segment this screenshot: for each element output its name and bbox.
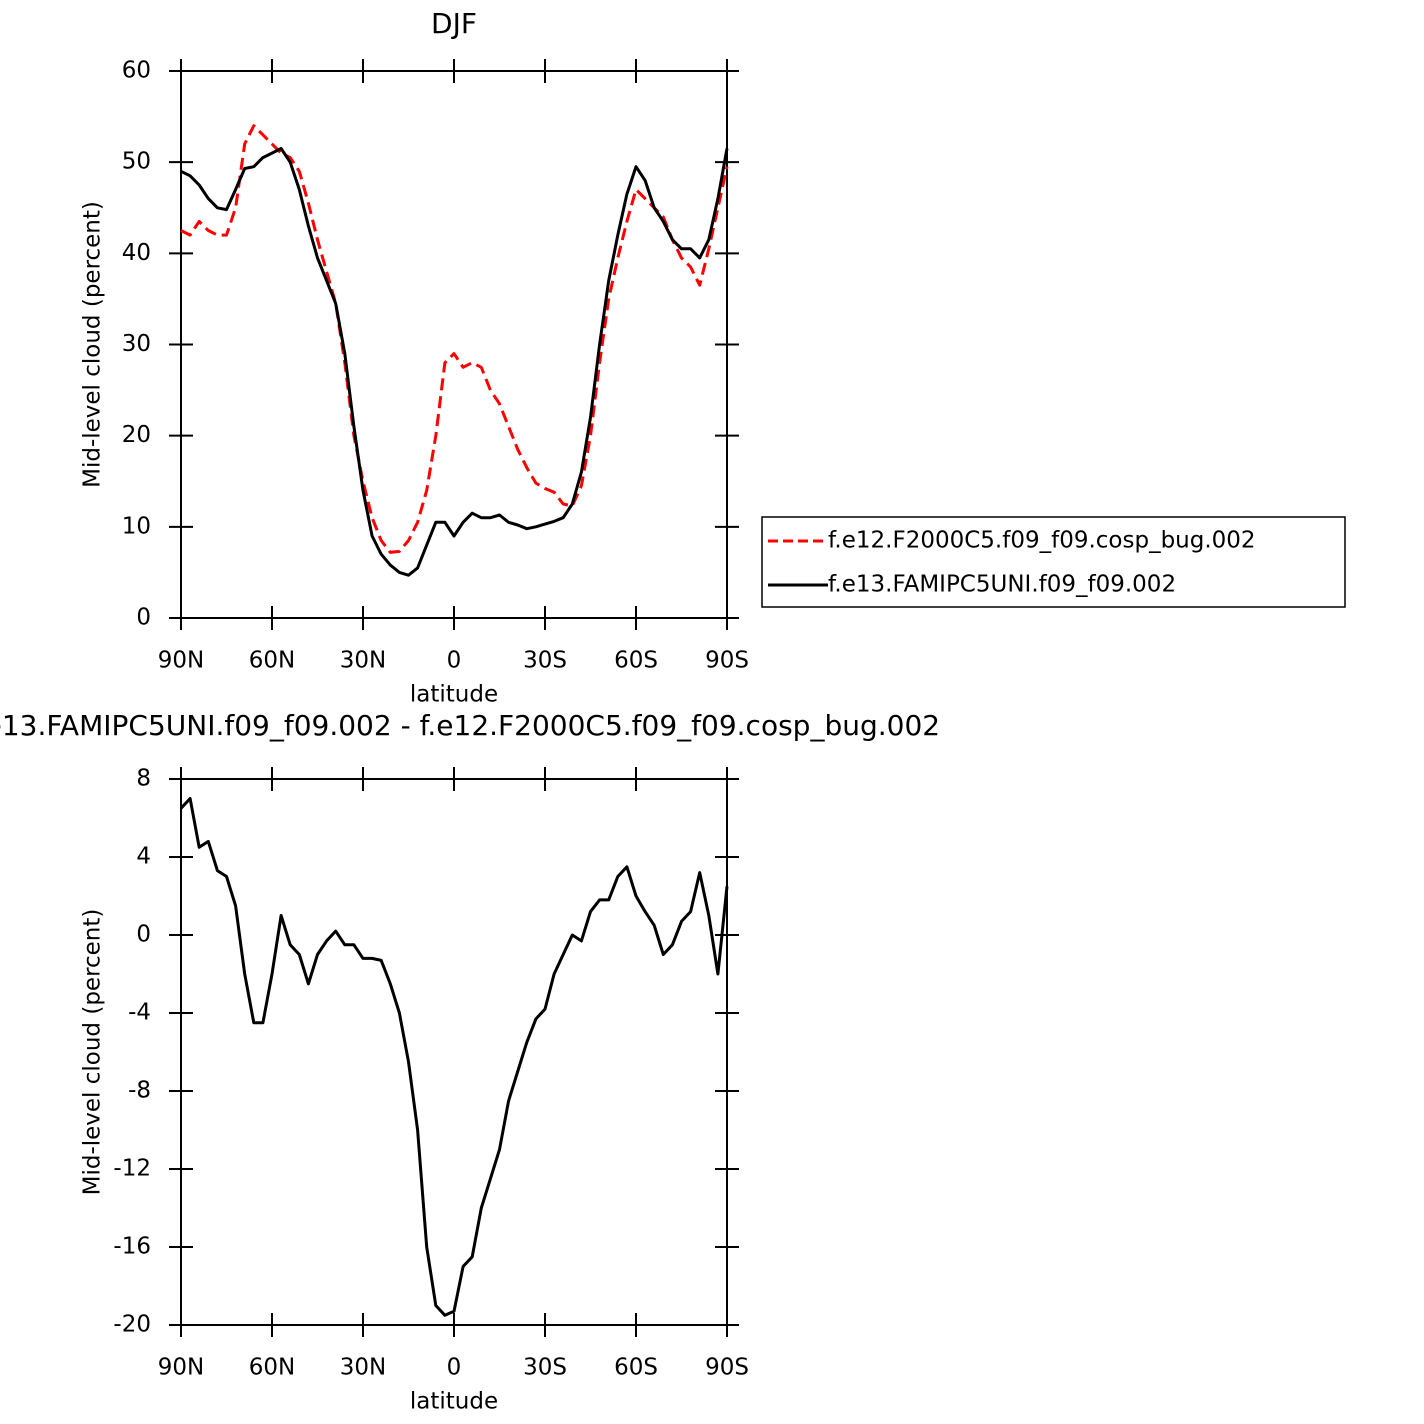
legend-box [761, 516, 1346, 608]
legend-label: f.e13.FAMIPC5UNI.f09_f09.002 [828, 572, 1176, 598]
y-tick-label: 50 [122, 149, 151, 175]
x-tick-label: 90S [705, 648, 749, 674]
x-tick-label: 90S [705, 1355, 749, 1381]
x-tick-label: 0 [447, 1355, 462, 1381]
x-tick-label: 0 [447, 648, 462, 674]
x-tick-label: 60S [614, 1355, 658, 1381]
y-tick-label: 30 [122, 331, 151, 357]
y-tick-label: -20 [113, 1312, 151, 1338]
y-tick-label: 0 [136, 922, 151, 948]
x-tick-label: 30N [340, 1355, 386, 1381]
y-tick-label: 8 [136, 766, 151, 792]
x-tick-label: 60N [249, 1355, 295, 1381]
y-tick-label: 20 [122, 422, 151, 448]
x-tick-label: 60N [249, 648, 295, 674]
plot-frame [180, 778, 728, 1326]
data-line [180, 124, 729, 554]
y-tick-label: 60 [122, 58, 151, 84]
y-tick-label: -8 [128, 1078, 151, 1104]
legend-label: f.e12.F2000C5.f09_f09.cosp_bug.002 [828, 528, 1256, 554]
x-axis-label: latitude [410, 1389, 498, 1415]
chart-title: DJF [431, 7, 477, 40]
x-axis-label: latitude [410, 682, 498, 708]
x-tick-label: 30S [523, 648, 567, 674]
x-tick-label: 90N [158, 1355, 204, 1381]
data-line [180, 147, 729, 577]
y-tick-label: -4 [128, 1000, 151, 1026]
chart-title: f.e13.FAMIPC5UNI.f09_f09.002 - f.e12.F20… [0, 709, 940, 742]
y-tick-label: 4 [136, 844, 151, 870]
data-line [179, 797, 729, 1317]
y-tick-label: -12 [113, 1156, 151, 1182]
x-tick-label: 30S [523, 1355, 567, 1381]
y-axis-label: Mid-level cloud (percent) [80, 201, 106, 488]
x-tick-label: 60S [614, 648, 658, 674]
y-tick-label: -16 [113, 1234, 151, 1260]
x-tick-label: 30N [340, 648, 386, 674]
x-tick-label: 90N [158, 648, 204, 674]
y-tick-label: 0 [136, 605, 151, 631]
y-tick-label: 40 [122, 240, 151, 266]
y-axis-label: Mid-level cloud (percent) [80, 909, 106, 1196]
y-tick-label: 10 [122, 513, 151, 539]
